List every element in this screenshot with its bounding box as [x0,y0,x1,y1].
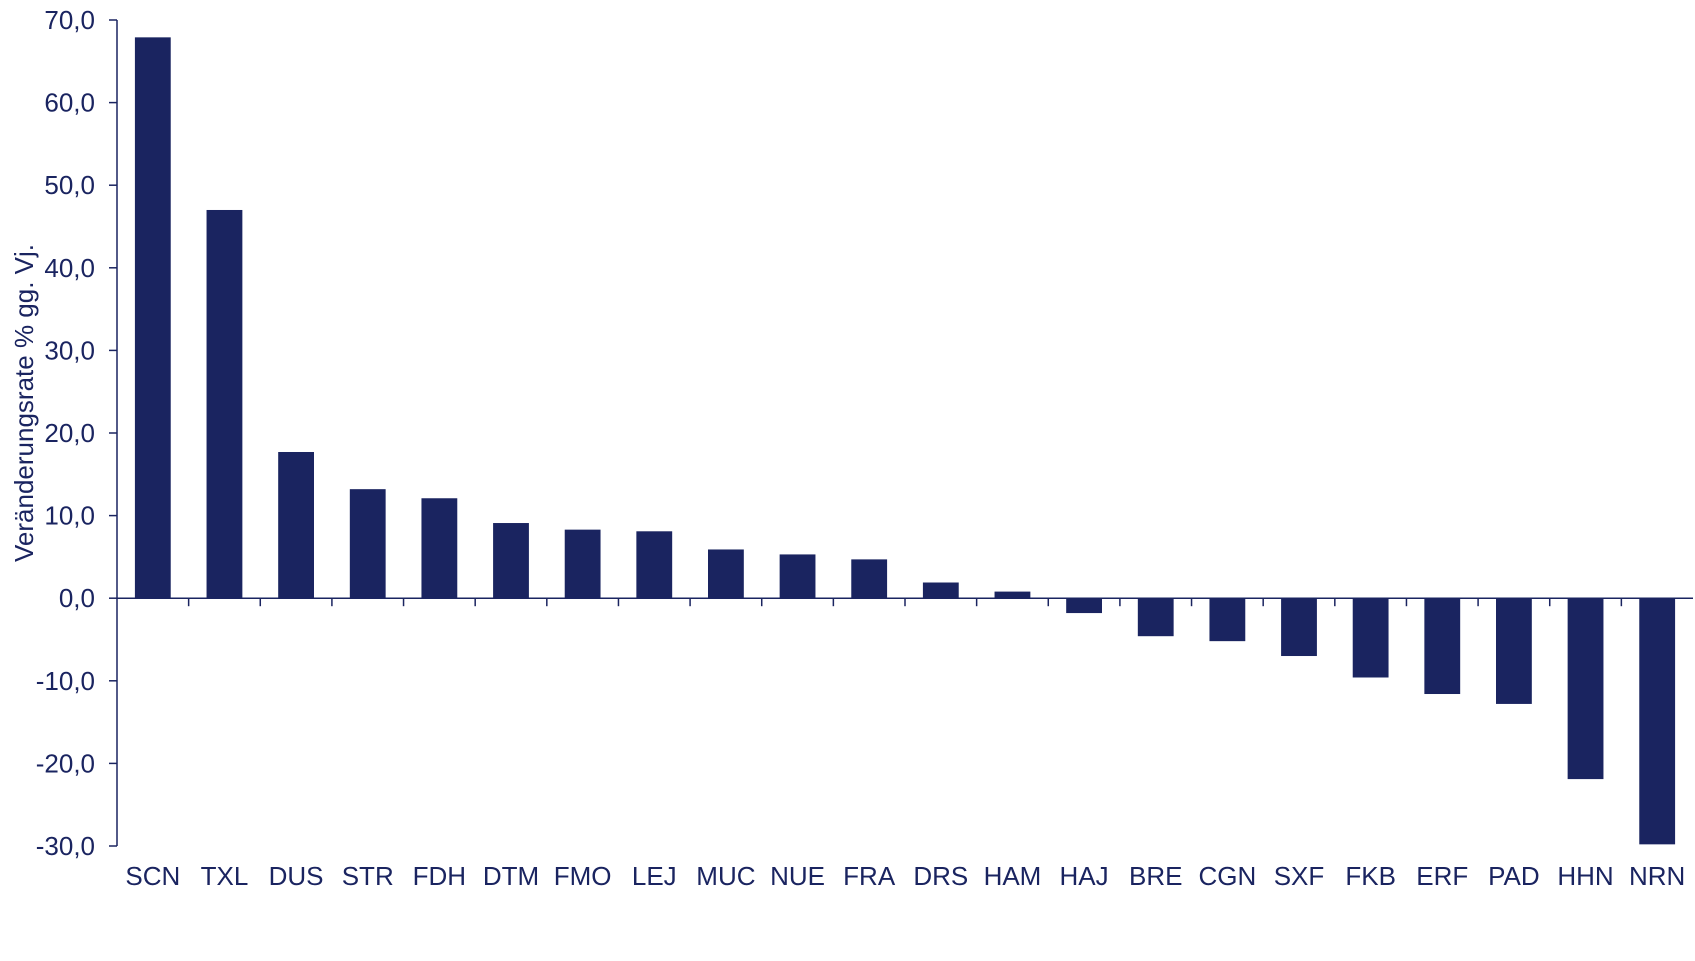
bar-nue [779,554,816,599]
bar-sxf [1281,598,1317,657]
x-tick-label: HHN [1557,861,1613,891]
y-tick-label: 50,0 [44,170,95,200]
x-tick-label: FDH [413,861,466,891]
y-tick-label: -20,0 [36,748,95,778]
bar-pad [1496,598,1532,704]
bar-cgn [1209,598,1246,642]
y-tick-label: 0,0 [59,583,95,613]
bar-nrn [1639,598,1676,845]
bar-fdh [421,498,458,599]
x-tick-label: HAM [984,861,1042,891]
bar-dus [278,451,314,599]
bar-ham [994,591,1031,599]
y-tick-label: 10,0 [44,501,95,531]
bar-dtm [493,523,529,599]
x-tick-label: PAD [1488,861,1540,891]
y-axis-ticks: -30,0 -20,0 -10,0 0,0 10,0 20,0 30,0 40,0 50,0 60… [36,5,117,861]
bar-lej [636,531,673,599]
x-tick-label: BRE [1129,861,1182,891]
x-tick-label: SXF [1274,861,1325,891]
bar-muc [708,549,744,599]
y-tick-label: 20,0 [44,418,95,448]
bar-haj [1066,598,1102,614]
bar-erf [1424,598,1461,695]
y-axis-title: Veränderungsrate % gg. Vj. [9,244,39,562]
bar-fkb [1352,598,1389,678]
bars [134,37,1676,845]
x-tick-label: FKB [1345,861,1396,891]
bar-fmo [564,529,601,599]
x-tick-label: LEJ [632,861,677,891]
y-tick-label: -30,0 [36,831,95,861]
x-tick-label: HAJ [1060,861,1109,891]
bar-bre [1137,598,1174,637]
y-tick-label: 70,0 [44,5,95,35]
x-tick-label: NUE [770,861,825,891]
x-tick-label: DUS [269,861,324,891]
y-tick-label: 40,0 [44,253,95,283]
bar-drs [922,582,959,599]
bar-txl [206,209,243,599]
x-tick-label: CGN [1198,861,1256,891]
bar-fra [851,559,888,599]
x-tick-label: FRA [843,861,896,891]
x-tick-label: MUC [696,861,755,891]
x-tick-label: DRS [913,861,968,891]
x-tick-label: STR [342,861,394,891]
bar-str [349,489,386,599]
x-tick-label: ERF [1416,861,1468,891]
x-axis-ticks: SCN TXL DUS STR FDH DTM FMO LEJ MUC NUE FRA DRS HAM H… [125,598,1685,891]
x-tick-label: SCN [125,861,180,891]
bar-scn [134,37,171,599]
x-tick-label: DTM [483,861,539,891]
x-tick-label: TXL [201,861,249,891]
bar-hhn [1567,598,1604,780]
y-tick-label: 30,0 [44,335,95,365]
y-tick-label: 60,0 [44,88,95,118]
x-tick-label: NRN [1629,861,1685,891]
y-tick-label: -10,0 [36,666,95,696]
x-tick-label: FMO [554,861,612,891]
